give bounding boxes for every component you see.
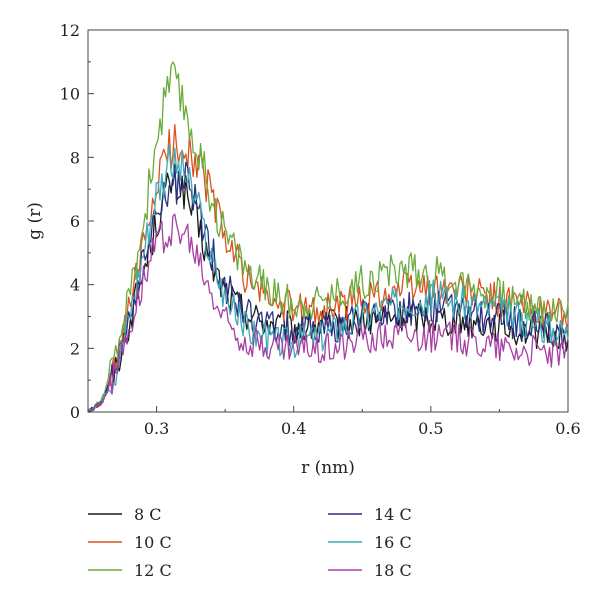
x-tick-label: 0.4 bbox=[281, 419, 306, 438]
legend: 8 C 10 C 12 C 14 C 16 C 18 C bbox=[88, 505, 412, 580]
y-tick-label: 4 bbox=[70, 276, 80, 295]
x-tick-label: 0.3 bbox=[144, 419, 169, 438]
y-tick-label: 10 bbox=[60, 85, 80, 104]
x-tick-label: 0.6 bbox=[555, 419, 580, 438]
legend-label: 10 C bbox=[134, 533, 172, 552]
series-line-10-c bbox=[87, 124, 569, 413]
x-axis-ticks: 0.3 0.4 0.5 0.6 bbox=[87, 406, 581, 438]
series-line-8-c bbox=[88, 163, 569, 413]
x-tick-label: 0.5 bbox=[418, 419, 443, 438]
series-line-18-c bbox=[87, 213, 569, 413]
y-tick-label: 2 bbox=[70, 339, 80, 358]
x-axis-label: r (nm) bbox=[301, 458, 355, 478]
legend-label: 18 C bbox=[374, 561, 412, 580]
series-line-16-c bbox=[87, 144, 569, 413]
legend-label: 14 C bbox=[374, 505, 412, 524]
legend-label: 16 C bbox=[374, 533, 412, 552]
y-axis-label: g (r) bbox=[25, 202, 45, 240]
y-tick-label: 8 bbox=[70, 148, 80, 167]
series-layer bbox=[87, 61, 569, 413]
y-tick-label: 6 bbox=[70, 212, 80, 231]
y-axis-ticks: 0 2 4 6 8 10 12 bbox=[60, 21, 94, 422]
y-tick-label: 0 bbox=[70, 403, 80, 422]
y-tick-label: 12 bbox=[60, 21, 80, 40]
legend-label: 8 C bbox=[134, 505, 162, 524]
legend-label: 12 C bbox=[134, 561, 172, 580]
series-line-12-c bbox=[87, 61, 569, 413]
